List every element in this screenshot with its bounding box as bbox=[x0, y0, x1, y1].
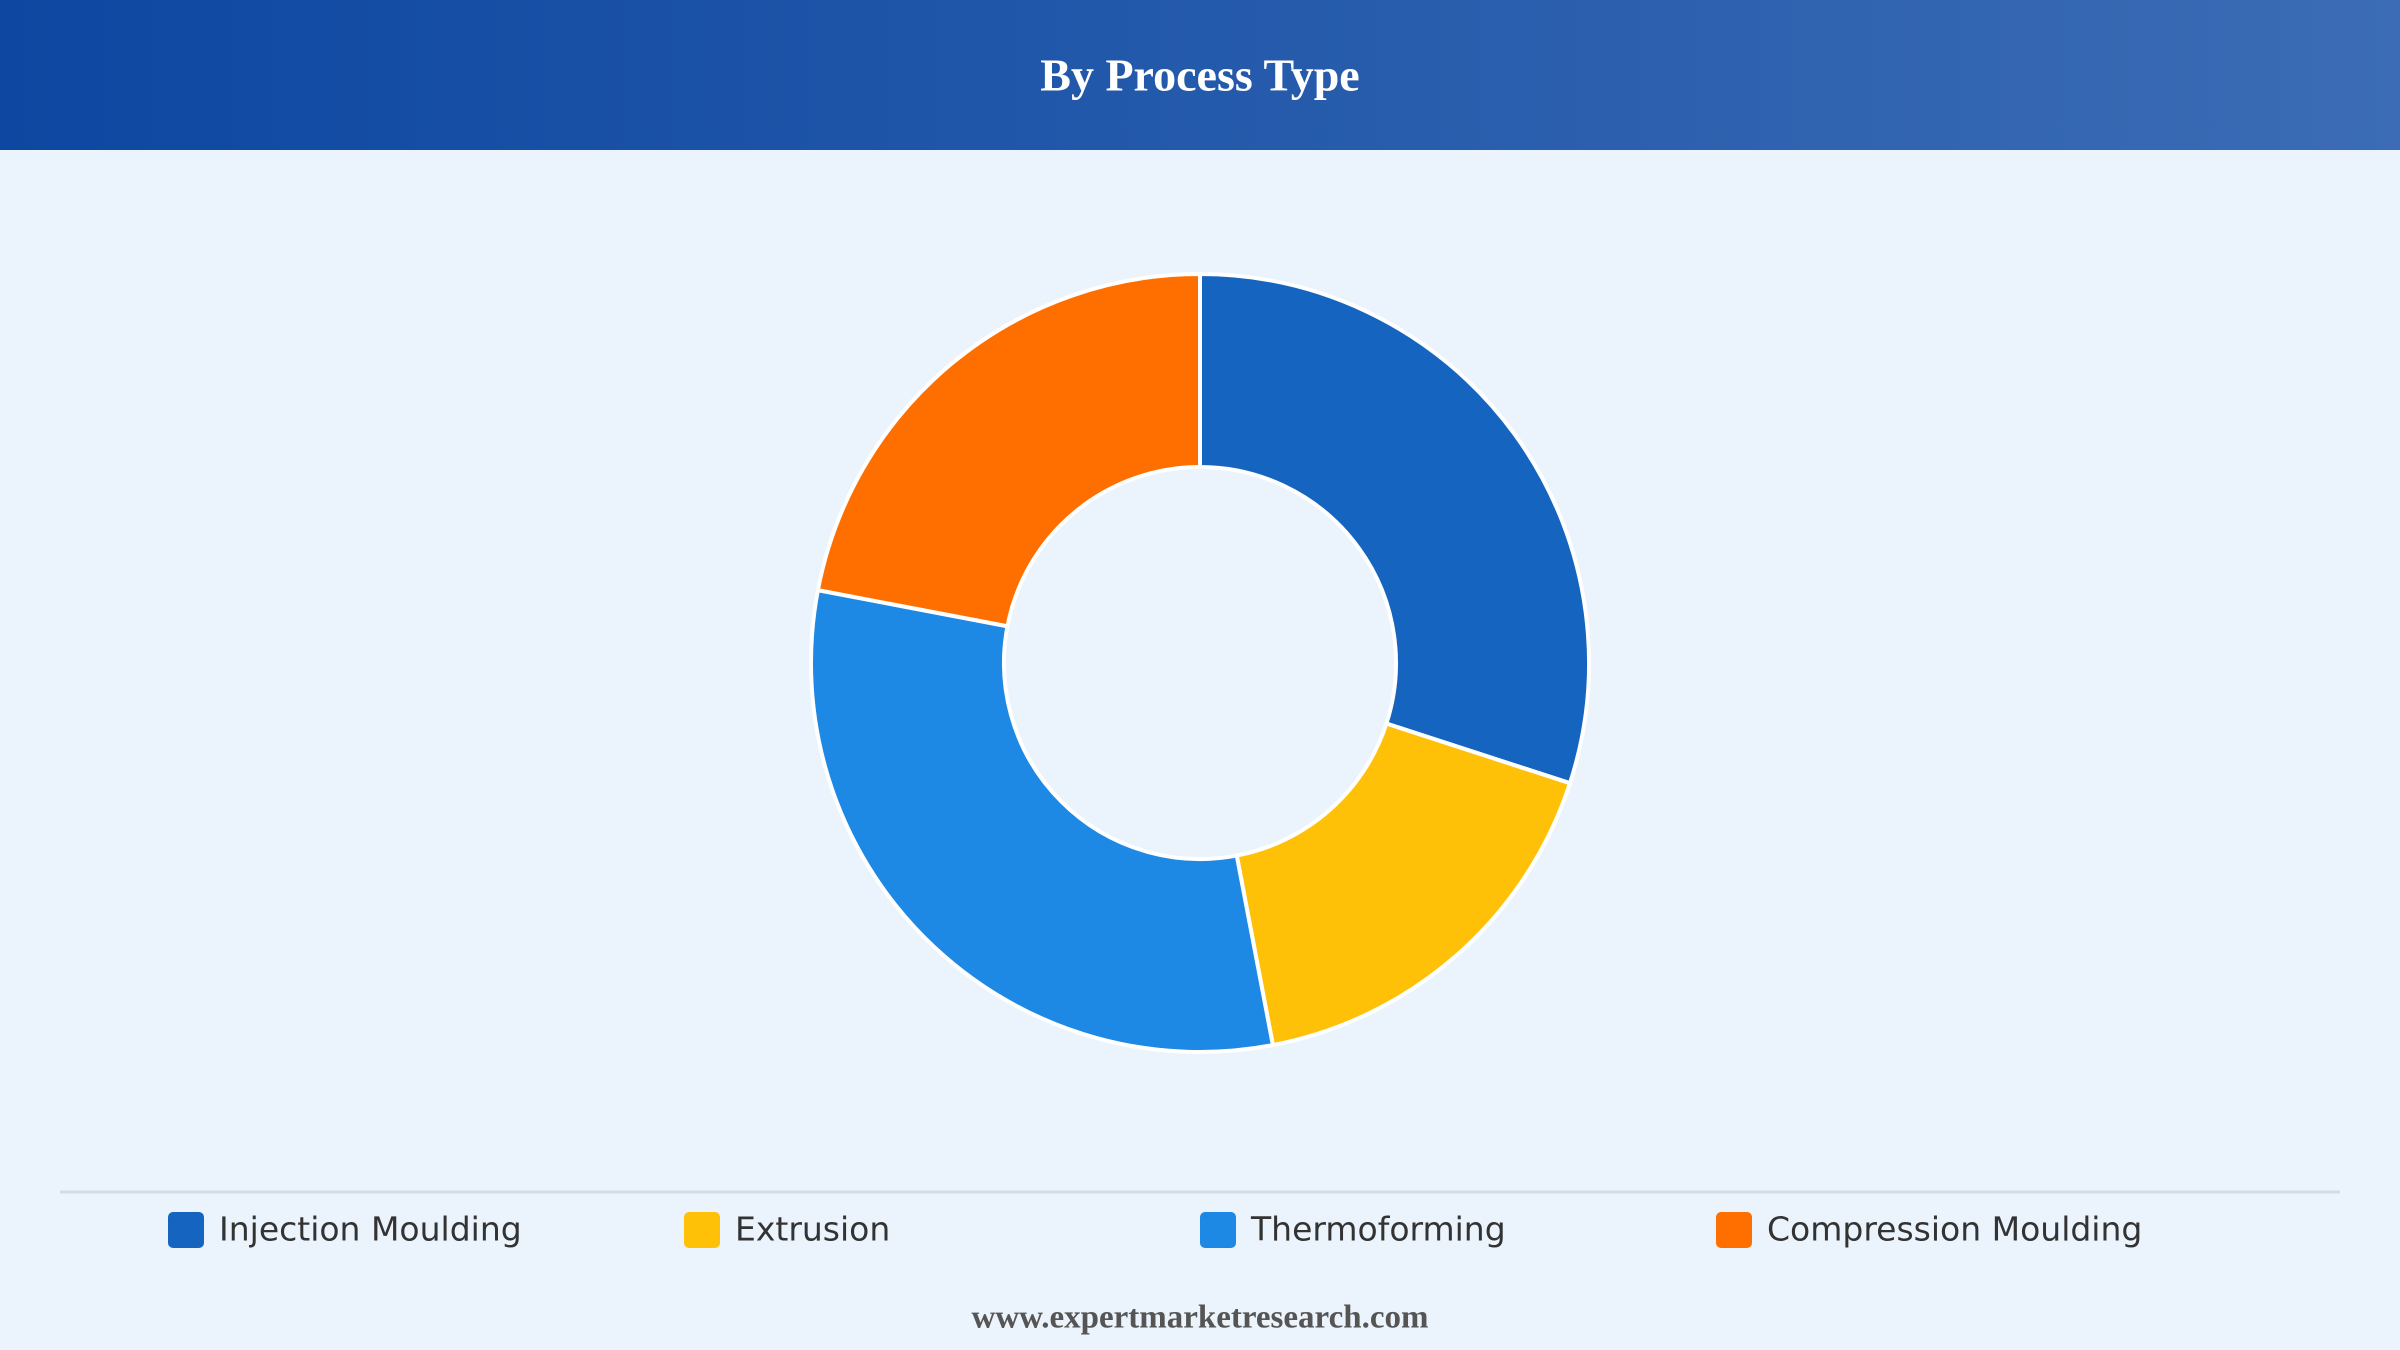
donut-slice bbox=[1234, 721, 1573, 1048]
footer-url: www.expertmarketresearch.com bbox=[972, 1300, 1429, 1336]
legend-swatch bbox=[1200, 1212, 1236, 1248]
legend-label: Thermoforming bbox=[1250, 1210, 1506, 1249]
donut-slice bbox=[1198, 271, 1591, 786]
chart-title: By Process Type bbox=[1040, 50, 1359, 101]
legend-swatch bbox=[684, 1212, 720, 1248]
legend-label: Compression Moulding bbox=[1767, 1210, 2142, 1249]
legend-label: Extrusion bbox=[735, 1210, 890, 1249]
donut-slice bbox=[815, 271, 1202, 629]
header-bar bbox=[0, 0, 2400, 150]
legend-swatch bbox=[1716, 1212, 1752, 1248]
legend-swatch bbox=[168, 1212, 204, 1248]
legend-label: Injection Moulding bbox=[219, 1210, 522, 1249]
donut-slice bbox=[809, 587, 1276, 1054]
